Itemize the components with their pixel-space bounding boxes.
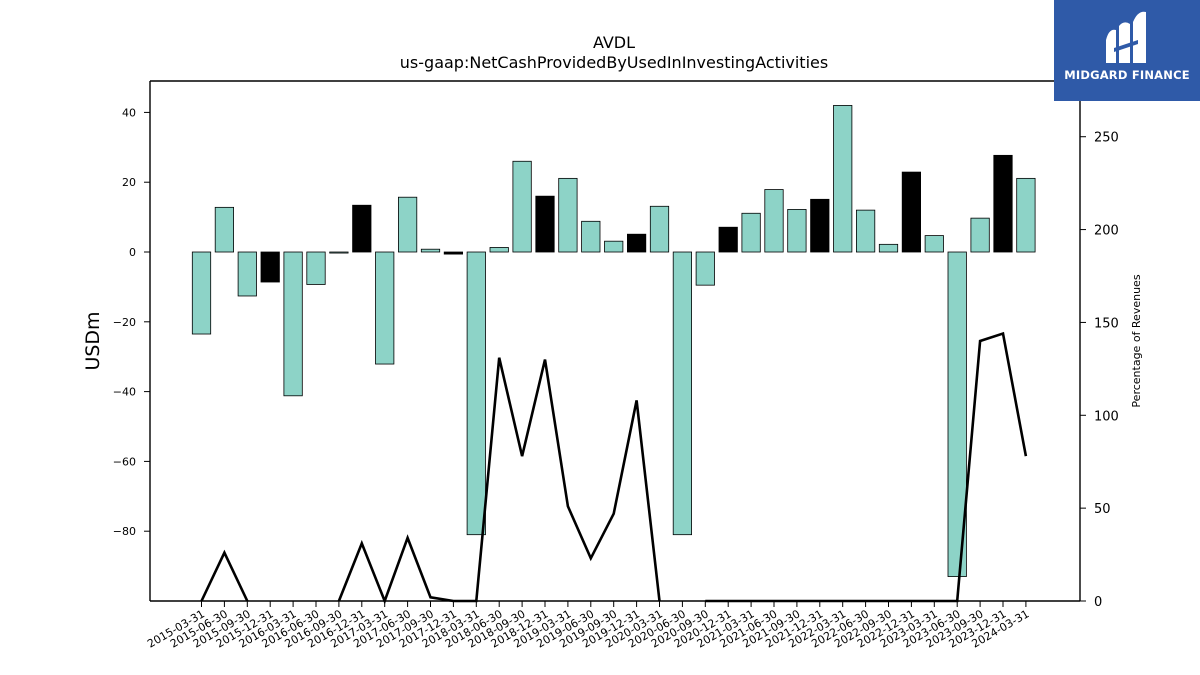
y-tick-label: −80 <box>113 525 136 538</box>
y2-tick-label: 150 <box>1094 316 1119 331</box>
bar-2019-06-30 <box>581 220 601 253</box>
bar-2023-03-31 <box>924 235 944 253</box>
bar-2021-12-31 <box>810 198 830 253</box>
bar-2022-09-30 <box>878 243 899 253</box>
bar-2020-03-31 <box>649 205 670 253</box>
y2-axis-label: Percentage of Revenues <box>1130 274 1143 407</box>
bar-2024-03-31 <box>1016 177 1036 253</box>
bar-2015-06-30 <box>214 206 234 253</box>
chart-subtitle: us-gaap:NetCashProvidedByUsedInInvesting… <box>400 53 828 72</box>
bars-layer <box>191 105 1036 577</box>
y-tick-label: 40 <box>122 106 136 119</box>
y-tick-label: 20 <box>122 176 136 189</box>
bar-2016-03-31 <box>283 251 303 397</box>
bar-2017-09-30 <box>420 248 441 253</box>
bar-2017-03-31 <box>375 251 395 365</box>
y-tick-label: 0 <box>129 246 136 259</box>
bar-2023-12-31 <box>993 154 1013 253</box>
pct-revenues-line <box>337 357 661 605</box>
bar-2018-03-31 <box>466 251 486 536</box>
bar-2018-06-30 <box>489 247 509 253</box>
bar-2020-12-31 <box>718 226 738 253</box>
y-tick-label: −20 <box>113 316 136 329</box>
bar-2021-09-30 <box>787 209 807 253</box>
bar-2019-09-30 <box>604 240 624 253</box>
bar-2016-12-31 <box>352 204 372 253</box>
bar-2023-06-30 <box>947 251 967 577</box>
bar-2016-06-30 <box>306 251 326 285</box>
line-layer <box>200 331 1028 605</box>
midgard-logo-icon <box>1106 11 1146 63</box>
bar-2017-12-31 <box>443 251 464 255</box>
pct-revenues-line <box>200 549 249 602</box>
bar-2023-09-30 <box>970 217 990 253</box>
bar-2019-03-31 <box>558 177 578 253</box>
bar-2019-12-31 <box>627 233 647 253</box>
y2-tick-label: 250 <box>1094 131 1119 146</box>
bar-2022-12-31 <box>901 171 922 253</box>
bar-2018-12-31 <box>535 195 555 253</box>
y2-tick-label: 0 <box>1094 595 1102 610</box>
bar-2017-06-30 <box>397 196 418 253</box>
y2-tick-label: 50 <box>1094 502 1111 517</box>
y-axis-label: USDm <box>82 311 104 370</box>
axes-layer: 40200−20−40−60−802502001501005002015-03-… <box>113 80 1119 651</box>
chart-title: AVDL <box>593 33 635 52</box>
y2-tick-label: 100 <box>1094 409 1119 424</box>
bar-2021-03-31 <box>741 212 761 253</box>
bar-2020-06-30 <box>672 251 693 536</box>
bar-2015-03-31 <box>191 251 212 335</box>
logo: MIDGARD FINANCE <box>1054 0 1200 101</box>
bar-2021-06-30 <box>764 189 784 253</box>
bar-2015-12-31 <box>260 251 280 283</box>
pct-revenues-line <box>705 331 1028 603</box>
bar-2016-09-30 <box>329 251 349 254</box>
bar-2018-09-30 <box>512 160 532 253</box>
y-tick-label: −60 <box>113 455 136 468</box>
bar-2022-03-31 <box>833 105 853 253</box>
bar-2020-09-30 <box>695 251 715 286</box>
y-tick-label: −40 <box>113 386 136 399</box>
bar-2015-09-30 <box>237 251 257 297</box>
y2-tick-label: 200 <box>1094 224 1119 239</box>
bar-2022-06-30 <box>856 209 876 253</box>
logo-text: MIDGARD FINANCE <box>1064 68 1190 82</box>
